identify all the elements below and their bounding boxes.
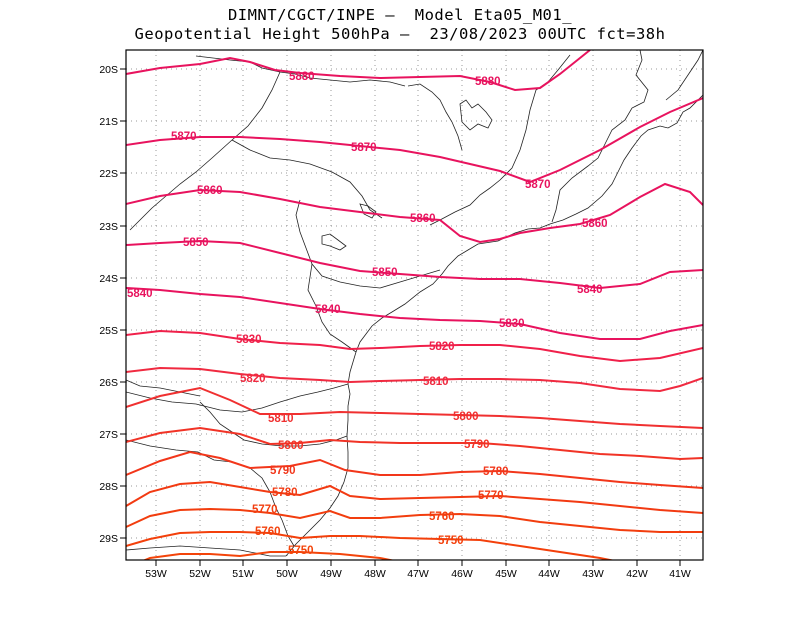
contour-label: 5870 (171, 131, 197, 143)
contour-label: 5760 (429, 511, 455, 523)
contour-label: 5840 (577, 284, 603, 296)
lat-label: 29S (99, 533, 118, 545)
contour-5880 (126, 50, 591, 92)
contour-label: 5760 (255, 526, 281, 538)
contour-label: 5850 (183, 237, 209, 249)
contour-5810 (126, 386, 703, 429)
contour-label: 5830 (236, 334, 262, 346)
lat-label: 27S (99, 429, 118, 441)
contour-label: 5750 (288, 545, 314, 557)
contour-label: 5850 (372, 267, 398, 279)
contour-5860 (126, 182, 703, 244)
contour-label: 5820 (429, 341, 455, 353)
title-line-2: Geopotential Height 500hPa – 23/08/2023 … (134, 25, 666, 43)
lon-label: 45W (495, 568, 517, 580)
contour-5780 (126, 480, 703, 514)
lat-label: 21S (99, 116, 118, 128)
contour-5850 (126, 239, 703, 290)
lat-label: 24S (99, 273, 118, 285)
grid-lines (126, 50, 703, 560)
contour-label: 5860 (197, 185, 223, 197)
plot-frame (125, 49, 704, 561)
contour-label: 5790 (270, 465, 296, 477)
lon-label: 48W (364, 568, 386, 580)
lon-label: 50W (276, 568, 298, 580)
lat-label: 22S (99, 168, 118, 180)
contour-label: 5860 (582, 218, 608, 230)
axis-ticks (120, 68, 681, 566)
contour-5770 (126, 507, 703, 533)
lon-label: 42W (626, 568, 648, 580)
contour-label: 5870 (525, 179, 551, 191)
lon-label: 53W (145, 568, 167, 580)
contour-5870 (126, 97, 703, 184)
lat-label: 23S (99, 221, 118, 233)
contour-label: 5800 (453, 411, 479, 423)
contour-labels: 5880 5880 5870 5870 5870 5860 5860 5860 … (127, 71, 608, 557)
contour-label: 5880 (475, 76, 501, 88)
contour-label: 5750 (438, 535, 464, 547)
lon-label: 47W (407, 568, 429, 580)
lat-label: 20S (99, 64, 118, 76)
contour-label: 5870 (351, 142, 377, 154)
contour-label: 5840 (315, 304, 341, 316)
contour-label: 5880 (289, 71, 315, 83)
lon-label: 49W (320, 568, 342, 580)
contour-label: 5770 (252, 504, 278, 516)
contour-label: 5820 (240, 373, 266, 385)
contour-label: 5810 (268, 413, 294, 425)
lon-label: 41W (669, 568, 691, 580)
lon-label: 46W (451, 568, 473, 580)
contour-5830 (126, 329, 703, 363)
latitude-labels: 20S 21S 22S 23S 24S 25S 26S 27S 28S 29S (99, 64, 118, 545)
longitude-labels: 53W 52W 51W 50W 49W 48W 47W 46W 45W 44W … (145, 568, 691, 580)
contour-5840 (126, 287, 703, 340)
contour-5760 (126, 531, 616, 560)
lon-label: 43W (582, 568, 604, 580)
contour-label: 5780 (483, 466, 509, 478)
contour-5790 (126, 450, 703, 489)
contour-label: 5800 (278, 440, 304, 452)
lon-label: 44W (538, 568, 560, 580)
contour-5820 (126, 366, 703, 393)
contour-label: 5780 (272, 487, 298, 499)
contour-lines (126, 50, 703, 560)
lat-label: 28S (99, 481, 118, 493)
contour-label: 5830 (499, 318, 525, 330)
coastline-borders (126, 50, 703, 557)
lat-label: 25S (99, 325, 118, 337)
lon-label: 51W (232, 568, 254, 580)
lat-label: 26S (99, 377, 118, 389)
lon-label: 52W (189, 568, 211, 580)
contour-5750 (142, 551, 396, 560)
contour-label: 5790 (464, 439, 490, 451)
contour-label: 5810 (423, 376, 449, 388)
contour-label: 5770 (478, 490, 504, 502)
title-line-1: DIMNT/CGCT/INPE – Model Eta05_M01_ (227, 6, 573, 24)
contour-5800 (126, 426, 703, 461)
contour-label: 5840 (127, 288, 153, 300)
contour-label: 5860 (410, 213, 436, 225)
